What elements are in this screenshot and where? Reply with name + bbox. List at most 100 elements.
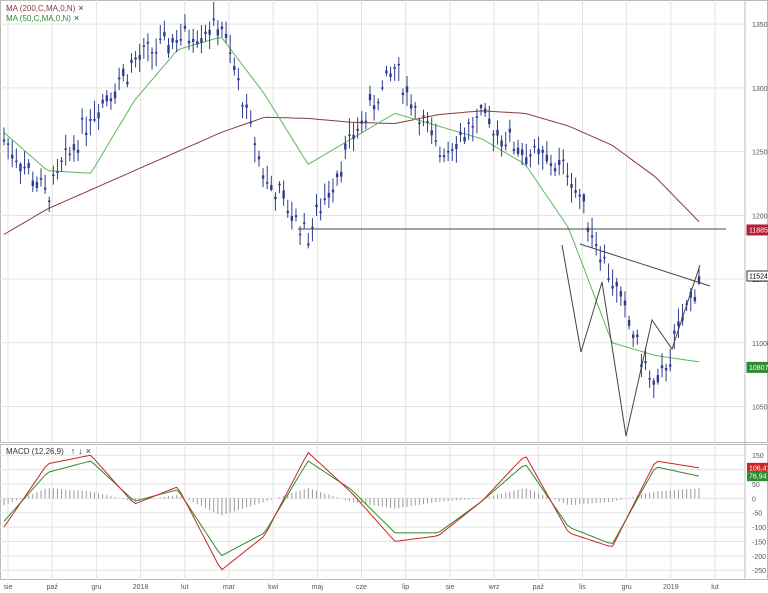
x-tick-label: sie	[4, 584, 13, 591]
candle-body	[648, 377, 651, 380]
candle-body	[603, 256, 606, 259]
candle-body	[109, 98, 113, 102]
macd-panel	[0, 444, 768, 580]
candle-body	[389, 73, 392, 77]
candle-body	[459, 131, 462, 136]
candle-body	[377, 101, 380, 104]
candle-body	[590, 235, 594, 238]
candle-body	[611, 285, 614, 289]
candle-body	[126, 81, 129, 85]
candle-body	[500, 140, 503, 147]
macd-tick-label: -150	[752, 539, 766, 546]
candle-body	[76, 149, 80, 153]
candle-body	[31, 180, 34, 187]
candle-body	[228, 52, 232, 54]
candle-body	[516, 147, 520, 154]
candle-body	[327, 192, 331, 198]
price-panel	[0, 0, 768, 443]
candle-body	[93, 119, 96, 121]
candle-body	[323, 198, 326, 201]
x-tick-label: paź	[47, 584, 59, 591]
candle-body	[253, 143, 257, 146]
legend-ma50: MA (50,C,MA,0,N) ×	[6, 13, 79, 23]
candle-body	[11, 154, 14, 159]
candle-body	[196, 41, 199, 45]
close-icon[interactable]: ×	[85, 446, 92, 456]
candle-body	[414, 106, 417, 108]
macd-line	[3, 451, 700, 571]
candle-body	[233, 66, 236, 70]
candle-body	[335, 173, 339, 178]
candle-body	[541, 149, 544, 153]
candle-body	[68, 153, 71, 156]
candle-body	[315, 204, 318, 208]
candle-body	[430, 130, 433, 136]
candle-body	[290, 216, 294, 221]
candle-body	[89, 118, 92, 121]
candle-body	[311, 226, 314, 229]
candle-body	[294, 215, 298, 218]
candle-body	[627, 320, 631, 326]
candle-body	[426, 121, 429, 123]
price-badge-label: 11885	[749, 227, 768, 234]
candle-body	[656, 375, 660, 383]
candle-body	[200, 38, 203, 43]
price-badge-label: 11524,3	[749, 273, 768, 280]
close-icon[interactable]: ×	[73, 13, 80, 23]
candle-body	[27, 163, 30, 168]
candle-body	[278, 183, 281, 186]
candle-body	[664, 367, 668, 371]
ma200-line	[3, 110, 700, 235]
legend-macd: MACD (12,26,9) ↑ ↓ ×	[6, 446, 91, 456]
candle-body	[574, 190, 577, 193]
candle-body	[303, 222, 306, 224]
candle-body	[163, 31, 166, 37]
candle-body	[479, 105, 483, 109]
x-tick-label: lut	[181, 584, 188, 591]
macd-tick-label: -100	[752, 525, 766, 532]
neckline	[579, 243, 711, 287]
candle-body	[286, 210, 289, 214]
price-badge	[746, 270, 768, 282]
candle-body	[270, 185, 273, 190]
x-tick-label: lip	[402, 584, 409, 591]
candle-body	[632, 334, 635, 339]
macd-tick-label: -50	[752, 511, 762, 518]
arrow-up-icon[interactable]: ↑	[70, 446, 76, 456]
macd-tick-label: 150	[752, 453, 764, 460]
candle-body	[212, 18, 215, 21]
macd-badge	[747, 471, 768, 482]
macd-badge-label: 106,41	[749, 465, 768, 472]
candle-body	[150, 51, 154, 54]
close-icon[interactable]: ×	[78, 3, 84, 13]
candle-body	[348, 134, 351, 136]
candle-body	[224, 33, 228, 38]
candle-body	[463, 136, 466, 142]
candle-body	[545, 154, 549, 162]
candle-body	[249, 121, 252, 124]
arrow-down-icon[interactable]: ↓	[78, 446, 83, 456]
candle-body	[265, 182, 269, 184]
candle-body	[673, 330, 676, 334]
candle-body	[566, 175, 569, 178]
macd-badge-label: 76,94	[749, 474, 767, 481]
candle-body	[669, 364, 672, 367]
candle-body	[586, 227, 590, 232]
candle-body	[245, 104, 248, 108]
candle-body	[594, 244, 598, 247]
candle-body	[615, 281, 618, 287]
candle-body	[154, 52, 158, 54]
candle-body	[352, 134, 355, 139]
candle-body	[451, 149, 454, 151]
candle-body	[274, 196, 277, 200]
candle-body	[208, 29, 211, 35]
candle-body	[237, 78, 240, 81]
candle-body	[6, 143, 10, 145]
x-tick-label: sie	[445, 584, 454, 591]
x-tick-label: lis	[579, 584, 586, 591]
candle-body	[578, 194, 581, 197]
candle-body	[130, 59, 133, 64]
candle-body	[368, 93, 372, 101]
macd-tick-label: 0	[752, 496, 756, 503]
x-tick-label: gru	[622, 584, 632, 591]
